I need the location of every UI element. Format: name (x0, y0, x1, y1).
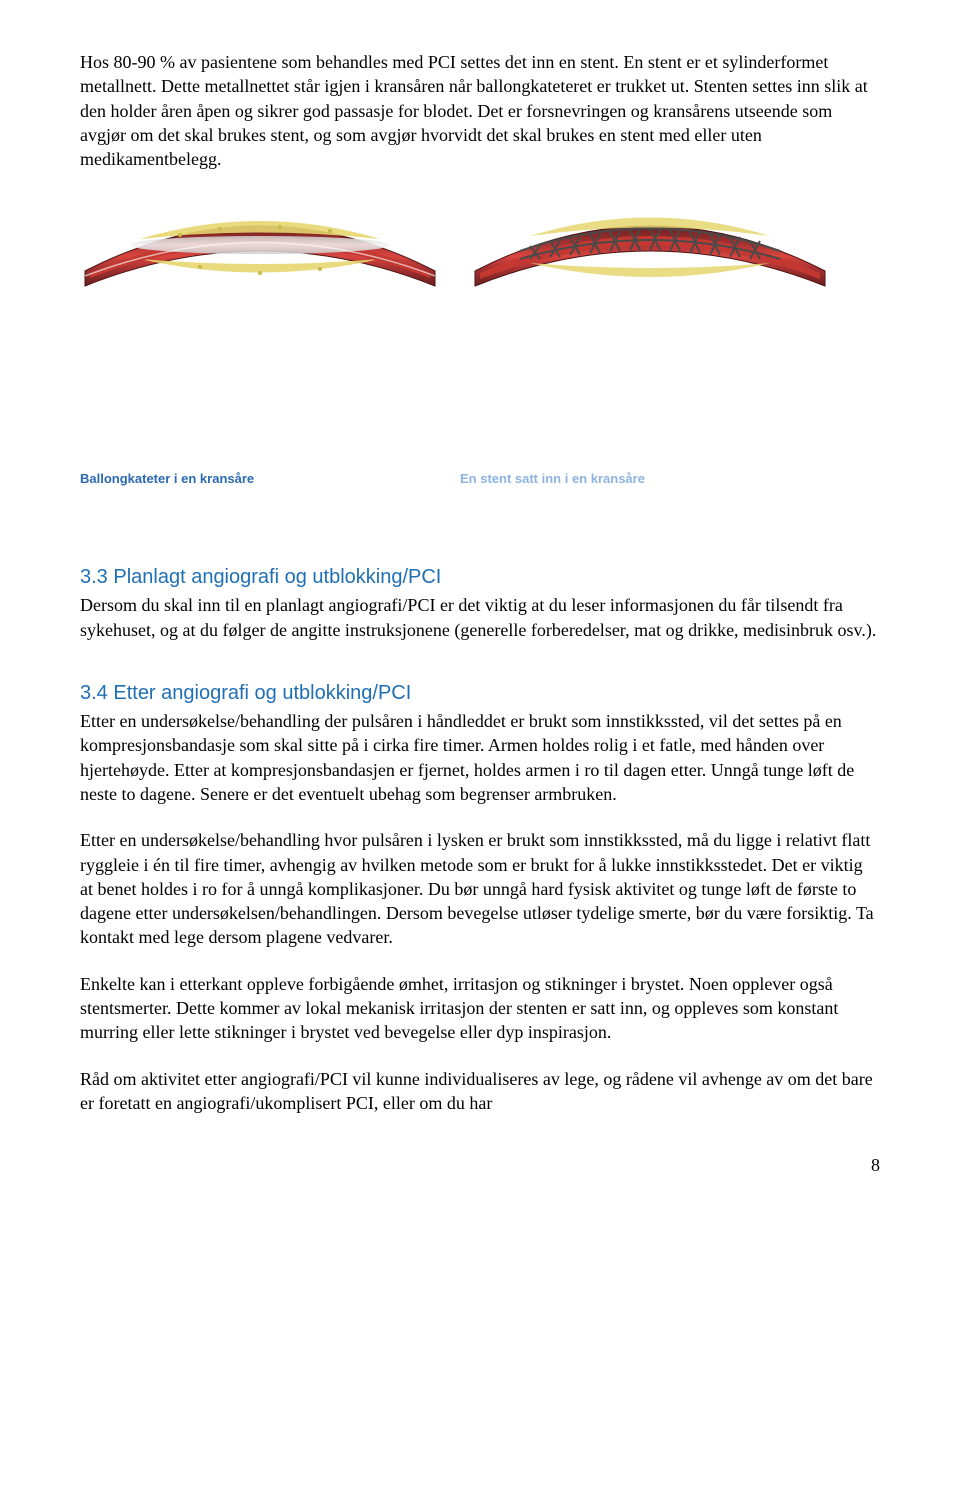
heading-3-4: 3.4 Etter angiografi og utblokking/PCI (80, 682, 880, 705)
page-number: 8 (80, 1155, 880, 1176)
balloon-catheter-image (80, 211, 440, 291)
intro-paragraph: Hos 80-90 % av pasientene som behandles … (80, 50, 880, 171)
stent-image (470, 211, 830, 291)
caption-right: En stent satt inn i en kransåre (460, 471, 645, 486)
artery-images-row (80, 211, 880, 291)
section-3-3: 3.3 Planlagt angiografi og utblokking/PC… (80, 566, 880, 642)
body-3-4-p4: Råd om aktivitet etter angiografi/PCI vi… (80, 1067, 880, 1116)
section-3-4: 3.4 Etter angiografi og utblokking/PCI E… (80, 682, 880, 1115)
heading-3-3: 3.3 Planlagt angiografi og utblokking/PC… (80, 566, 880, 589)
body-3-4-p1: Etter en undersøkelse/behandling der pul… (80, 709, 880, 806)
caption-row: Ballongkateter i en kransåre En stent sa… (80, 471, 880, 486)
body-3-4-p2: Etter en undersøkelse/behandling hvor pu… (80, 828, 880, 949)
body-3-3: Dersom du skal inn til en planlagt angio… (80, 593, 880, 642)
caption-left: Ballongkateter i en kransåre (80, 471, 460, 486)
body-3-4-p3: Enkelte kan i etterkant oppleve forbigåe… (80, 972, 880, 1045)
